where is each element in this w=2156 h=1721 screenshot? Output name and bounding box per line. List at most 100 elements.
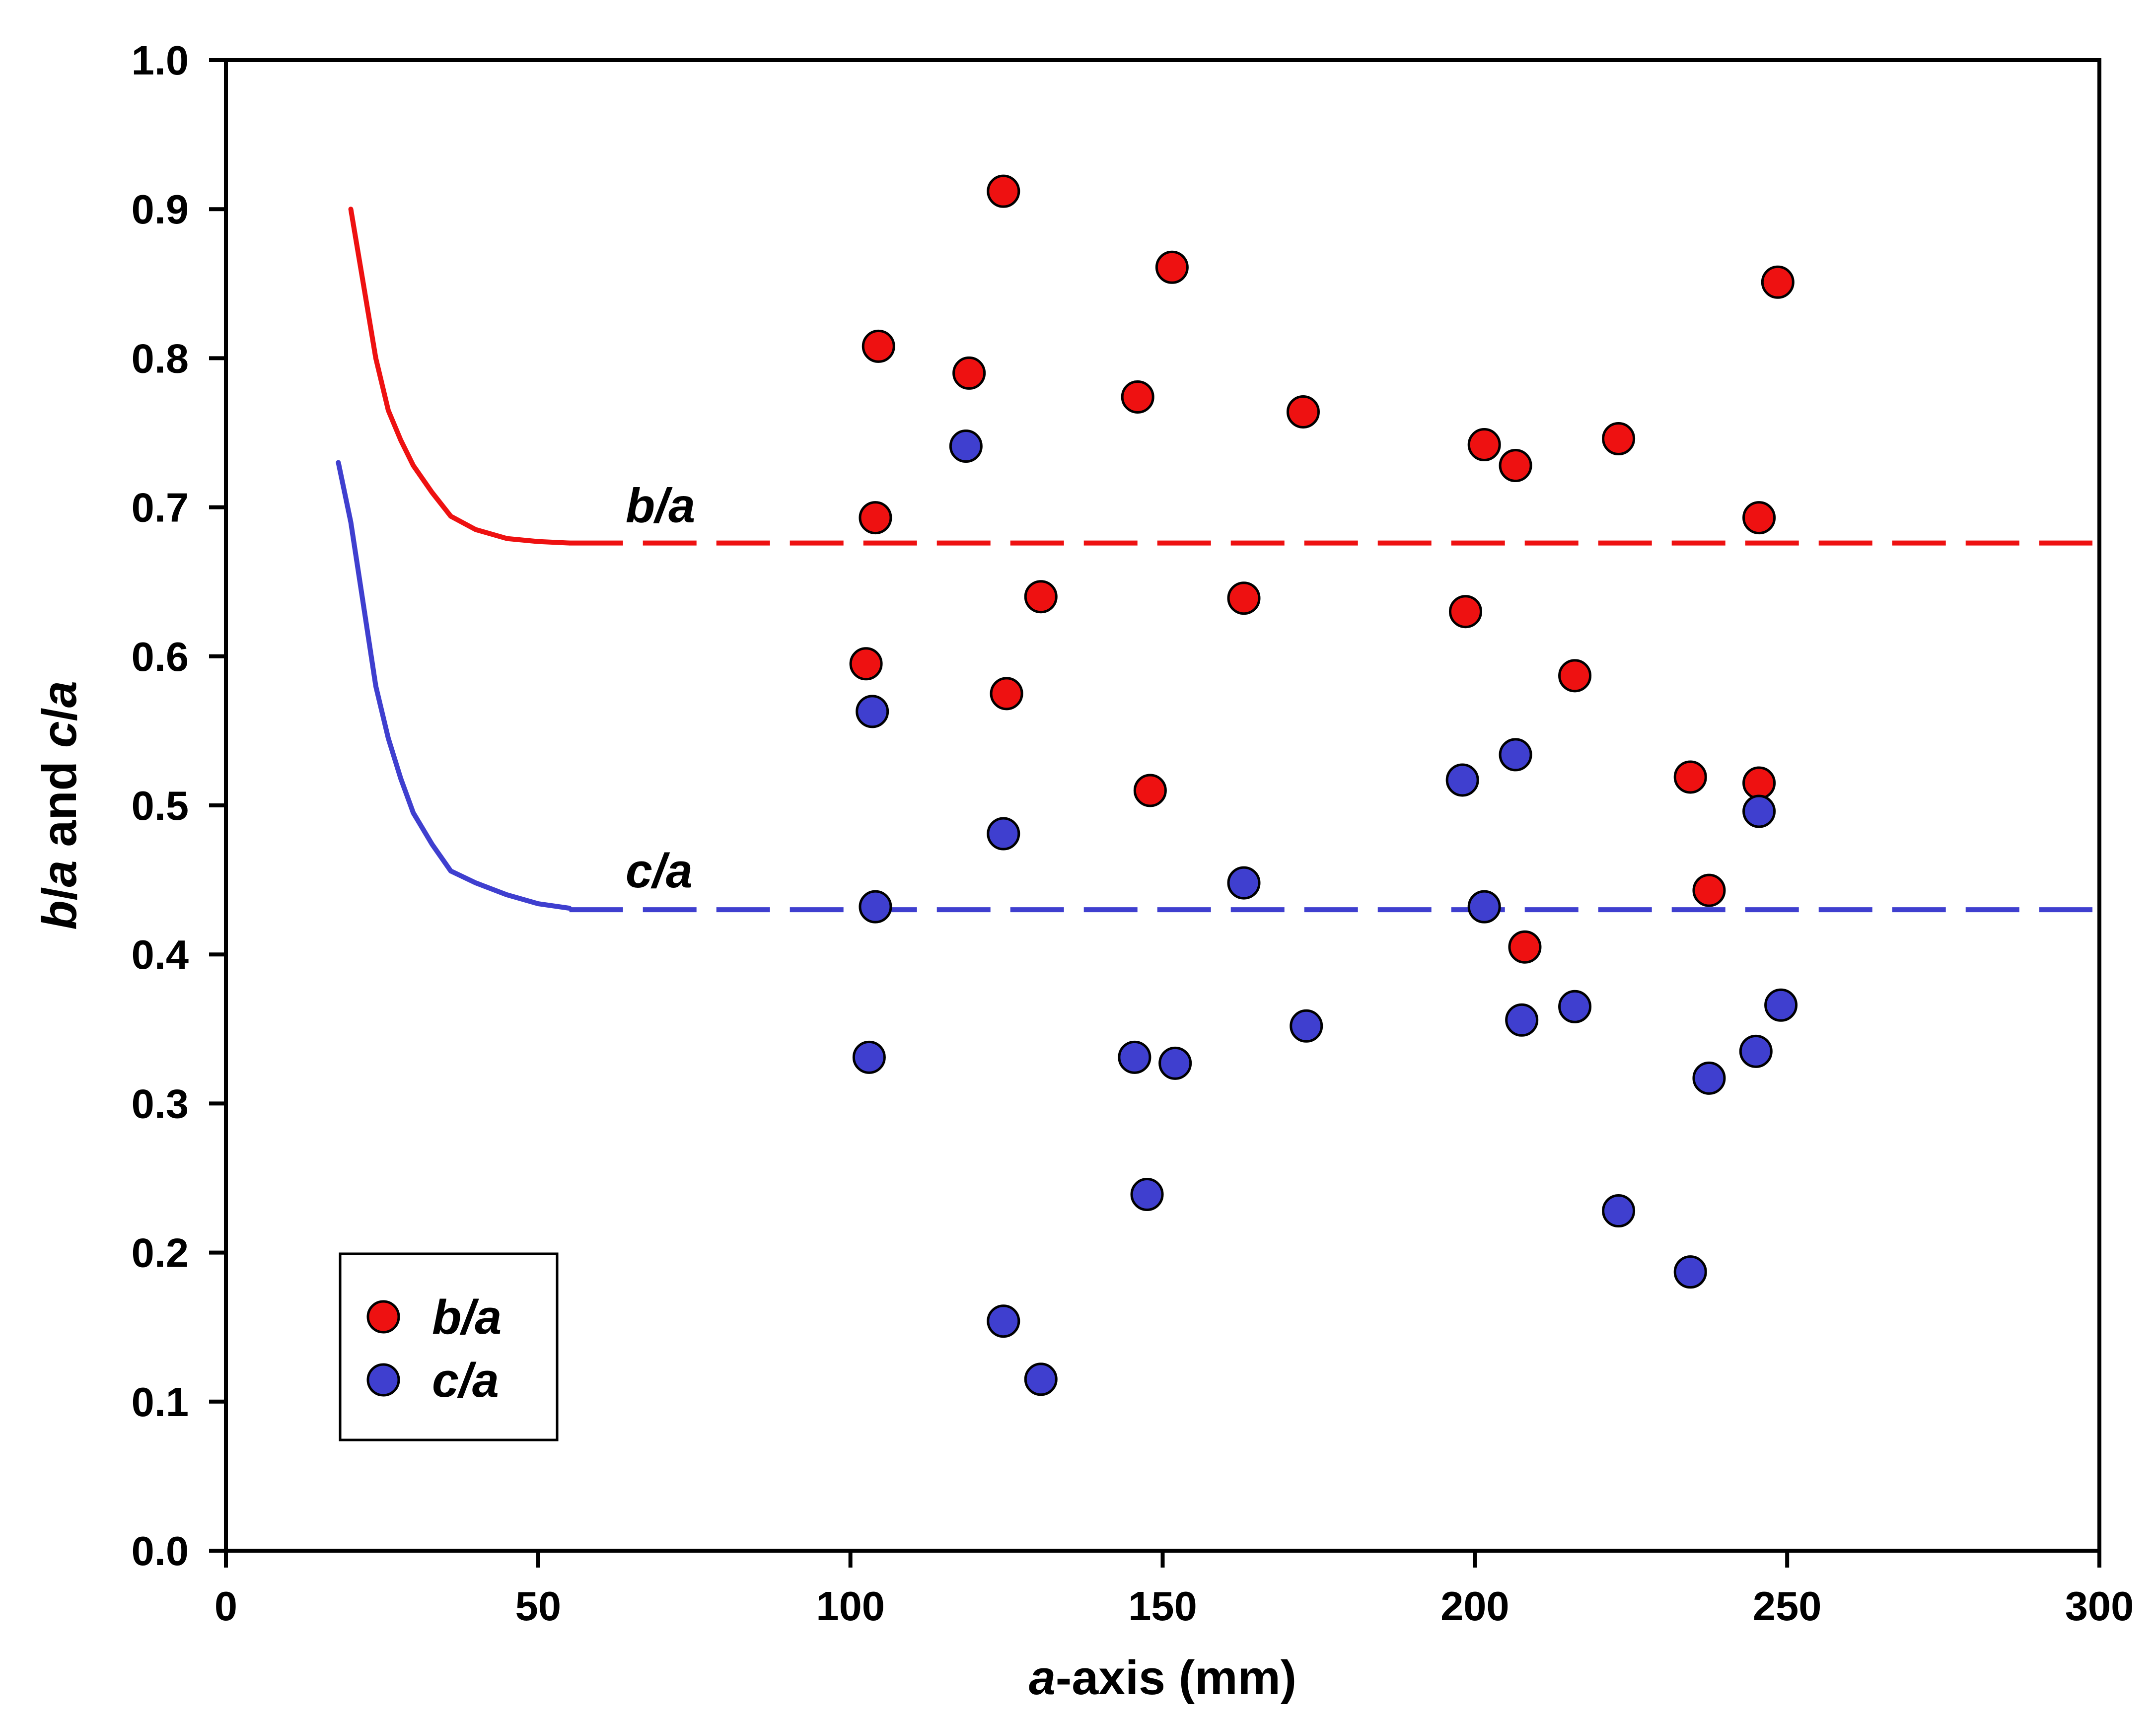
series-1-point xyxy=(1290,1009,1323,1043)
series-0-point xyxy=(1133,774,1167,807)
series-0-point xyxy=(1448,595,1482,629)
series-0-point xyxy=(1227,581,1261,615)
curve-0-solid xyxy=(348,207,572,546)
legend-frame xyxy=(339,1252,559,1441)
series-0-point xyxy=(952,356,986,390)
series-1-point xyxy=(1467,890,1501,924)
series-0-point xyxy=(990,677,1023,711)
y-tick-label: 0.6 xyxy=(132,634,189,680)
series-1-point xyxy=(987,1304,1020,1338)
series-1-point xyxy=(1742,794,1776,828)
series-1-point xyxy=(1558,990,1592,1023)
ticks-layer: 0 50 100 150 200 250 300 0.0 0.1 0.2 0.3 0.4 0.5 0.6 0… xyxy=(132,37,2134,1629)
curve-0-label: b/a xyxy=(626,479,695,533)
series-0-point xyxy=(1742,766,1776,800)
x-tick-label: 100 xyxy=(816,1583,884,1629)
legend-label-part: c xyxy=(432,1353,459,1407)
y-axis-title-part: a xyxy=(32,681,86,708)
series-1-point xyxy=(1499,738,1532,772)
series-1-point xyxy=(1227,866,1261,900)
x-tick-label: 50 xyxy=(515,1583,561,1629)
y-axis-title-part: and xyxy=(32,748,86,860)
series-0-point xyxy=(849,647,883,681)
series-1-point xyxy=(1118,1040,1151,1074)
series-1-point xyxy=(1505,1003,1539,1037)
legend: b/a c/a xyxy=(339,1252,559,1441)
series-0-point xyxy=(1558,659,1592,693)
axis-titles-layer: a-axis (mm)b/a and c/a xyxy=(32,681,1296,1705)
x-tick-label: 250 xyxy=(1753,1583,1821,1629)
y-axis-title: b/a and c/a xyxy=(32,681,86,930)
curve-1-solid xyxy=(336,460,572,911)
series-0-point xyxy=(1508,930,1542,964)
series-1-point xyxy=(1692,1061,1726,1095)
y-tick-label: 0.4 xyxy=(132,932,189,978)
curve-label-part: b xyxy=(626,479,655,533)
series-0-point xyxy=(1761,265,1795,299)
y-axis-title-part: / xyxy=(32,708,86,721)
y-tick-label: 0.7 xyxy=(132,485,189,531)
y-axis-title-part: a xyxy=(32,860,86,887)
series-0-point xyxy=(1692,873,1726,907)
series-0-point xyxy=(862,329,895,363)
curve-labels-layer: b/a c/a xyxy=(626,479,695,898)
curves-layer xyxy=(336,207,2092,913)
x-tick-label: 0 xyxy=(215,1583,237,1629)
y-tick-label: 0.3 xyxy=(132,1080,189,1127)
series-0-point xyxy=(1499,449,1532,483)
series-0-point xyxy=(859,501,892,535)
legend-marker-0 xyxy=(366,1300,400,1334)
y-tick-label: 1.0 xyxy=(132,37,189,83)
y-tick-label: 0.0 xyxy=(132,1528,189,1574)
x-tick-label: 200 xyxy=(1440,1583,1509,1629)
curve-label-part: c xyxy=(626,844,652,898)
series-0-point xyxy=(1673,760,1707,794)
series-0-point xyxy=(1467,428,1501,462)
x-axis-title-part: -axis (mm) xyxy=(1056,1650,1296,1705)
y-axis-title-part: / xyxy=(32,887,86,900)
series-1-point xyxy=(1764,988,1798,1022)
curve-label-part: a xyxy=(666,844,693,898)
series-1-point xyxy=(1130,1178,1164,1212)
y-tick-label: 0.5 xyxy=(132,783,189,829)
series-0-point xyxy=(987,174,1020,208)
series-1-point xyxy=(1158,1046,1192,1080)
y-tick-label: 0.2 xyxy=(132,1230,189,1276)
series-1-point xyxy=(856,695,889,728)
legend-label-part: b xyxy=(432,1290,461,1344)
x-tick-label: 300 xyxy=(2065,1583,2134,1629)
legend-label-part: a xyxy=(475,1290,502,1344)
legend-marker-1 xyxy=(366,1363,400,1397)
points-layer xyxy=(849,174,1798,1396)
curve-1-label: c/a xyxy=(626,844,693,898)
y-tick-label: 0.9 xyxy=(132,186,189,232)
legend-label-0: b/a xyxy=(432,1290,502,1344)
y-tick-label: 0.1 xyxy=(132,1379,189,1425)
series-1-point xyxy=(1673,1255,1707,1289)
x-axis-title: a-axis (mm) xyxy=(1029,1650,1296,1705)
series-1-point xyxy=(1445,763,1479,797)
legend-label-1: c/a xyxy=(432,1353,499,1407)
series-1-point xyxy=(949,430,983,463)
series-1-point xyxy=(1739,1034,1773,1068)
y-axis-title-part: b xyxy=(32,900,86,930)
series-1-point xyxy=(859,890,892,924)
y-axis-title-part: c xyxy=(32,721,86,748)
series-1-point xyxy=(987,817,1020,851)
curve-label-part: a xyxy=(668,479,695,533)
series-1-point xyxy=(1024,1362,1058,1396)
x-tick-label: 150 xyxy=(1128,1583,1197,1629)
series-0-point xyxy=(1155,250,1189,284)
series-0-point xyxy=(1742,501,1776,535)
series-0-point xyxy=(1286,395,1320,429)
x-axis-title-part: a xyxy=(1029,1650,1056,1705)
series-1-point xyxy=(1602,1194,1636,1228)
legend-label-part: a xyxy=(472,1353,499,1407)
series-0-point xyxy=(1024,580,1058,614)
series-1-point xyxy=(852,1040,886,1074)
series-0-point xyxy=(1121,380,1154,414)
series-0-point xyxy=(1602,422,1636,456)
plot-frame xyxy=(224,58,2101,1553)
